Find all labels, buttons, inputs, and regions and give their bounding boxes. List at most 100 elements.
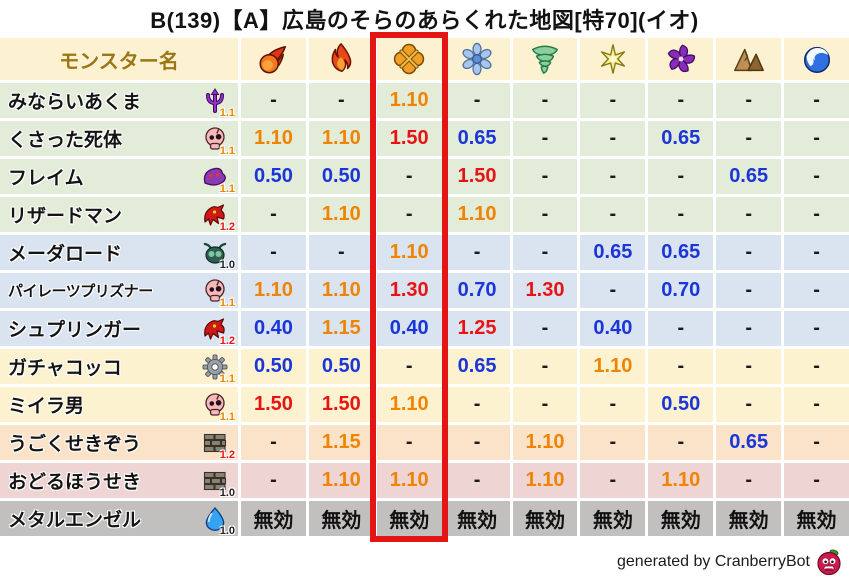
monster-name-cell: おどるほうせき 1.0 xyxy=(0,463,238,498)
resist-value-cell: - xyxy=(444,425,510,460)
element-column-header-pinwheel xyxy=(648,38,714,80)
slime-family-icon: 1.0 xyxy=(202,506,235,536)
resist-value-cell: 1.15 xyxy=(308,311,374,346)
resist-value-cell: 0.50 xyxy=(308,349,374,384)
monster-rank-badge: 1.2 xyxy=(219,334,235,347)
resist-value-cell: 1.30 xyxy=(376,273,442,308)
element-column-header-flame xyxy=(308,38,374,80)
dragon-family-icon: 1.2 xyxy=(202,316,235,346)
resist-value-cell: - xyxy=(648,159,714,194)
monster-rank-badge: 1.1 xyxy=(219,296,235,309)
resist-value-cell: 1.10 xyxy=(512,425,578,460)
resist-value-cell: 1.50 xyxy=(241,387,306,422)
monster-name-cell: うごくせきぞう 1.2 xyxy=(0,425,238,460)
resist-value-cell: - xyxy=(512,387,578,422)
tornado-icon xyxy=(528,42,562,76)
monster-name: くさった死体 xyxy=(8,130,123,151)
resist-value-cell: 1.50 xyxy=(376,121,442,156)
skull-family-icon: 1.1 xyxy=(202,126,235,156)
resist-value-cell: 0.65 xyxy=(444,121,510,156)
resist-value-cell: - xyxy=(376,159,442,194)
fireball-icon xyxy=(256,42,290,76)
resist-value-cell: 無効 xyxy=(241,501,306,536)
monster-name: メタルエンゼル xyxy=(8,510,142,531)
credit-text: generated by CranberryBot xyxy=(617,553,810,570)
resist-value-cell: 1.10 xyxy=(580,349,646,384)
brick-family-icon: 1.0 xyxy=(202,468,235,498)
resist-value-cell: 1.50 xyxy=(308,387,374,422)
resist-value-cell: 無効 xyxy=(784,501,849,536)
dragon-family-icon: 1.2 xyxy=(202,202,235,232)
resist-value-cell: 1.15 xyxy=(308,425,374,460)
snowflake-icon xyxy=(460,42,494,76)
resist-value-cell: 0.40 xyxy=(241,311,306,346)
resist-value-cell: - xyxy=(580,387,646,422)
resist-value-cell: - xyxy=(784,197,849,232)
monster-name-cell: みならいあくま 1.1 xyxy=(0,83,238,118)
monster-rank-badge: 1.0 xyxy=(219,524,235,537)
resist-value-cell: - xyxy=(580,425,646,460)
explosion-icon xyxy=(392,42,426,76)
resist-value-cell: 0.65 xyxy=(580,235,646,270)
resist-value-cell: - xyxy=(512,235,578,270)
resist-value-cell: - xyxy=(444,235,510,270)
resist-value-cell: 1.10 xyxy=(512,463,578,498)
elemental-family-icon: 1.1 xyxy=(202,164,235,194)
brick-family-icon: 1.2 xyxy=(202,430,235,460)
resist-value-cell: 0.50 xyxy=(241,159,306,194)
flame-icon xyxy=(324,42,358,76)
resist-value-cell: - xyxy=(784,83,849,118)
resist-value-cell: 1.30 xyxy=(512,273,578,308)
resist-value-cell: 0.50 xyxy=(308,159,374,194)
resist-value-cell: - xyxy=(648,83,714,118)
resist-value-cell: - xyxy=(716,387,782,422)
resist-value-cell: - xyxy=(784,463,849,498)
resist-value-cell: 0.40 xyxy=(376,311,442,346)
resist-value-cell: - xyxy=(716,349,782,384)
resist-value-cell: 1.25 xyxy=(444,311,510,346)
monster-name: シュプリンガー xyxy=(8,320,142,341)
resist-value-cell: - xyxy=(648,311,714,346)
resist-value-cell: - xyxy=(512,83,578,118)
skull-family-icon: 1.1 xyxy=(202,392,235,422)
element-column-header-wave xyxy=(784,38,849,80)
resist-value-cell: - xyxy=(716,463,782,498)
resist-value-cell: 0.40 xyxy=(580,311,646,346)
resist-value-cell: - xyxy=(716,235,782,270)
element-column-header-sparkle xyxy=(580,38,646,80)
resist-value-cell: 0.50 xyxy=(648,387,714,422)
resist-value-cell: - xyxy=(580,463,646,498)
resist-value-cell: - xyxy=(716,273,782,308)
resist-value-cell: 1.10 xyxy=(376,387,442,422)
monster-name-cell: メーダロード 1.0 xyxy=(0,235,238,270)
resist-value-cell: 0.65 xyxy=(648,235,714,270)
resist-value-cell: - xyxy=(241,425,306,460)
demon-family-icon: 1.1 xyxy=(202,87,235,118)
wave-icon xyxy=(800,42,834,76)
monster-name: ガチャコッコ xyxy=(8,358,122,379)
resist-value-cell: 0.65 xyxy=(716,425,782,460)
resist-value-cell: - xyxy=(444,387,510,422)
element-column-header-fireball xyxy=(241,38,306,80)
resist-value-cell: - xyxy=(444,83,510,118)
resist-value-cell: 無効 xyxy=(512,501,578,536)
resist-value-cell: - xyxy=(784,425,849,460)
monster-name-cell: シュプリンガー 1.2 xyxy=(0,311,238,346)
footer-credit: generated by CranberryBot xyxy=(617,548,843,576)
resist-value-cell: - xyxy=(716,83,782,118)
resist-value-cell: - xyxy=(580,159,646,194)
resist-value-cell: - xyxy=(512,121,578,156)
resist-value-cell: - xyxy=(376,425,442,460)
resist-value-cell: - xyxy=(716,121,782,156)
monster-name-cell: リザードマン 1.2 xyxy=(0,197,238,232)
resist-value-cell: - xyxy=(580,121,646,156)
resist-value-cell: - xyxy=(241,235,306,270)
resist-value-cell: - xyxy=(784,273,849,308)
resist-value-cell: 0.70 xyxy=(648,273,714,308)
resist-value-cell: - xyxy=(241,463,306,498)
resist-value-cell: 無効 xyxy=(308,501,374,536)
resist-value-cell: - xyxy=(512,197,578,232)
monster-rank-badge: 1.1 xyxy=(219,182,235,195)
gear-family-icon: 1.1 xyxy=(202,354,235,384)
